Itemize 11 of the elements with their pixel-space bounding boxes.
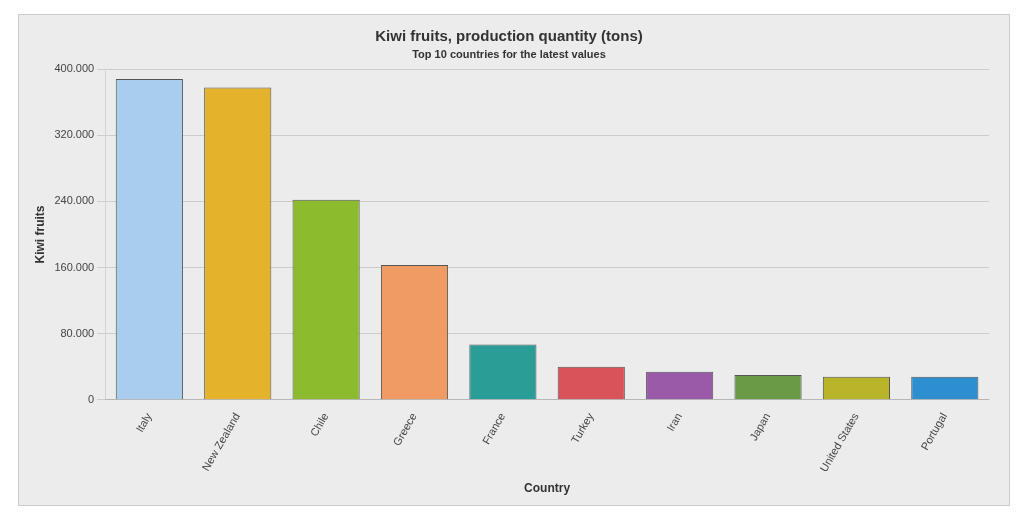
y-tick-label: 160.000	[54, 260, 95, 273]
y-tick-label: 0	[88, 392, 95, 405]
x-axis-title: Country	[524, 481, 571, 496]
chart-subtitle: Top 10 countries for the latest values	[412, 47, 606, 60]
chart-title: Kiwi fruits, production quantity (tons)	[375, 27, 643, 45]
y-tick-label: 320.000	[54, 128, 95, 141]
y-tick-label: 240.000	[54, 194, 95, 207]
y-tick-label: 80.000	[60, 326, 95, 339]
y-tick-label: 400.000	[54, 62, 95, 75]
x-tick-label: Iran	[664, 410, 685, 434]
y-axis-title: Kiwi fruits	[32, 205, 47, 264]
